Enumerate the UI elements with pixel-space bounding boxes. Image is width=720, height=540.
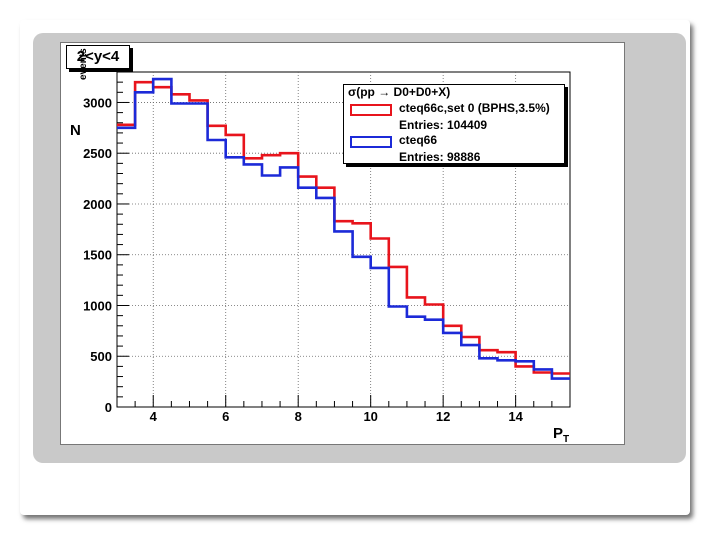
legend-red-label: cteq66c,set 0 (BPHS,3.5%) [399,101,550,115]
x-tick-label: 8 [295,409,302,424]
y-tick-label: 3000 [83,95,112,110]
x-axis-title-sub: T [563,434,570,445]
x-tick-label: 14 [508,409,523,424]
x-tick-label: 10 [363,409,377,424]
plot-title-text: 2<y<4 [76,48,120,65]
series-cteq66c-histogram [117,80,570,375]
x-tick-label: 6 [222,409,229,424]
x-tick-label: 12 [436,409,450,424]
legend-blue-swatch [350,136,392,148]
x-axis-title-main: P [553,425,564,442]
legend-header: σ(pp → D0+D0+X) [348,85,451,99]
x-axis-title: PT [553,425,569,445]
y-tick-label: 500 [90,349,112,364]
y-tick-label: 1500 [83,248,112,263]
legend-blue-label: cteq66 [399,133,438,147]
y-tick-label: 2000 [83,197,112,212]
legend-red-swatch [350,104,392,116]
y-axis-title: N [70,122,81,139]
legend-red-entries: Entries: 104409 [399,118,488,132]
x-tick-label: 4 [150,409,158,424]
legend-blue-entries: Entries: 98886 [399,150,481,164]
y-tick-label: 2500 [83,146,112,161]
y-axis-subtitle: events [78,48,89,80]
y-tick-label: 0 [105,400,112,415]
plot-title: 2<y<4 [66,45,130,69]
legend: σ(pp → D0+D0+X) cteq66c,set 0 (BPHS,3.5%… [343,84,565,164]
series-cteq66-histogram [117,77,570,380]
y-tick-label: 1000 [83,298,112,313]
